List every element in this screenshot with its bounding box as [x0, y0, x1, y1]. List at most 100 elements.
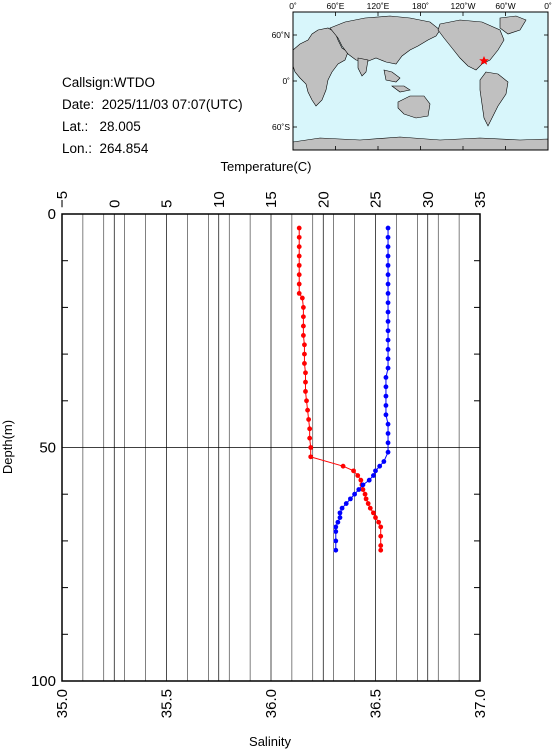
map-land: [292, 15, 549, 151]
temperature-point: [305, 407, 310, 413]
salinity-point: [385, 319, 391, 324]
salinity-point: [385, 440, 391, 446]
temperature-point: [358, 477, 364, 483]
map-latitude-label: 60˚N: [272, 30, 290, 40]
temperature-point: [303, 370, 308, 376]
temperature-point: [300, 323, 306, 329]
temperature-point: [307, 426, 313, 432]
salinity-point: [383, 384, 389, 390]
temperature-point: [299, 295, 305, 301]
temperature-point: [303, 389, 308, 394]
longitude-text: Lon.: 264.854: [62, 141, 149, 156]
temperature-point: [296, 281, 302, 287]
temperature-point: [308, 445, 314, 450]
salinity-point: [383, 403, 389, 408]
date-text: Date: 2025/11/03 07:07(UTC): [62, 97, 243, 112]
temperature-point: [302, 342, 307, 348]
station-info: Callsign:WTDO Date: 2025/11/03 07:07(UTC…: [62, 72, 243, 160]
salinity-point: [385, 347, 391, 352]
salinity-point: [385, 328, 391, 334]
salinity-point: [377, 463, 383, 469]
temperature-point: [378, 533, 384, 539]
salinity-point: [385, 337, 391, 343]
depth-tick-label: 50: [39, 440, 56, 457]
map-latitude-label: 0˚: [282, 76, 290, 86]
salinity-point: [360, 482, 366, 488]
temperature-tick-label: 35: [472, 191, 489, 208]
salinity-tick-label: 35.0: [54, 689, 71, 718]
temperature-point: [296, 244, 302, 250]
temperature-tick-label: 25: [368, 191, 385, 208]
salinity-point: [385, 225, 391, 231]
salinity-point: [333, 524, 339, 530]
depth-axis-title: Depth(m): [0, 420, 15, 474]
map-longitude-label: 60˚E: [327, 1, 345, 11]
salinity-point: [333, 547, 339, 553]
temperature-point: [302, 351, 307, 357]
salinity-point: [385, 290, 391, 296]
salinity-point: [385, 449, 391, 455]
temperature-point: [371, 510, 376, 516]
temperature-point: [296, 225, 302, 231]
temperature-point: [296, 272, 302, 278]
map-longitude-label: 120˚E: [367, 1, 390, 11]
salinity-tick-label: 37.0: [472, 689, 489, 718]
temperature-point: [378, 524, 384, 530]
salinity-point: [333, 529, 339, 534]
salinity-point: [352, 491, 357, 497]
salinity-line: [335, 228, 389, 551]
latitude-text: Lat.: 28.005: [62, 119, 141, 134]
salinity-point: [335, 519, 341, 525]
temperature-point: [376, 519, 382, 525]
salinity-tick-label: 36.5: [368, 689, 385, 718]
salinity-point: [337, 510, 343, 516]
temperature-point: [367, 505, 373, 511]
temperature-point: [302, 361, 307, 366]
temperature-point: [373, 515, 378, 520]
temperature-tick-label: 10: [211, 191, 228, 208]
salinity-point: [385, 272, 391, 278]
temperature-point: [363, 496, 369, 502]
salinity-point: [333, 538, 339, 544]
salinity-point: [385, 244, 391, 250]
temperature-point: [296, 290, 302, 296]
temperature-tick-label: 5: [159, 200, 176, 208]
map-longitude-label: 60˚W: [495, 1, 515, 11]
salinity-point: [337, 515, 343, 520]
temperature-point: [296, 253, 302, 259]
map-latitude-label: 60˚S: [272, 122, 290, 132]
temperature-point: [300, 314, 306, 320]
temperature-axis-title: Temperature(C): [220, 159, 311, 174]
temperature-point: [308, 454, 314, 460]
map-longitude-label: 0˚: [289, 1, 297, 11]
map-longitude-label: 180˚: [412, 1, 429, 11]
salinity-point: [348, 496, 353, 502]
temperature-point: [296, 234, 302, 240]
map-longitude-label: 120˚W: [450, 1, 475, 11]
salinity-tick-label: 36.0: [263, 689, 280, 718]
salinity-point: [385, 431, 391, 436]
salinity-point: [385, 421, 391, 427]
temperature-point: [304, 398, 309, 404]
callsign-text: Callsign:WTDO: [62, 75, 156, 90]
temperature-point: [300, 305, 306, 310]
temperature-point: [360, 487, 366, 492]
map-location-marker: [479, 56, 489, 65]
temperature-point: [365, 501, 371, 506]
map-longitude-label: 0˚: [544, 1, 552, 11]
salinity-point: [371, 473, 376, 478]
salinity-point: [385, 262, 391, 268]
depth-tick-label: 0: [48, 206, 56, 223]
temperature-tick-label: 15: [263, 191, 280, 208]
salinity-point: [366, 477, 372, 483]
salinity-point: [373, 468, 378, 474]
salinity-point: [383, 412, 389, 418]
salinity-tick-label: 35.5: [159, 689, 176, 718]
plot-frame: [61, 213, 481, 682]
salinity-point: [383, 393, 389, 399]
salinity-point: [385, 365, 391, 371]
temperature-tick-label: 30: [420, 191, 437, 208]
salinity-point: [343, 501, 349, 506]
temperature-point: [300, 333, 306, 338]
